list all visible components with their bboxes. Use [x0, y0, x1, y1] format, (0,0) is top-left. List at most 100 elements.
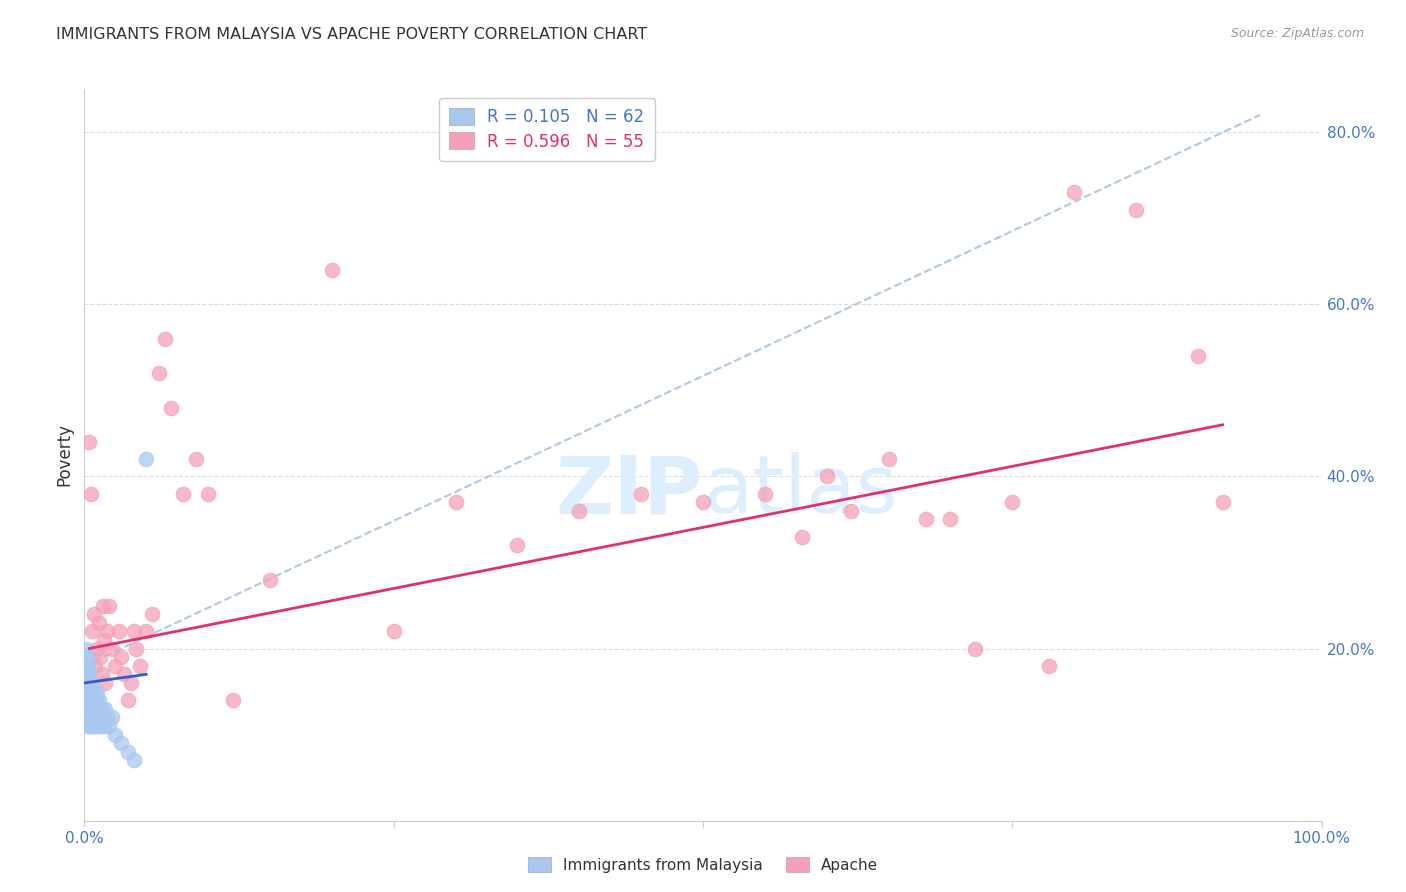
Point — [630, 486, 652, 500]
Point — [1212, 495, 1234, 509]
Point — [82, 684, 104, 698]
Point — [914, 512, 936, 526]
Point — [80, 624, 103, 639]
Point — [75, 641, 97, 656]
Point — [96, 624, 118, 639]
Point — [135, 624, 157, 639]
Point — [89, 650, 111, 665]
Point — [100, 641, 122, 656]
Point — [321, 263, 343, 277]
Point — [80, 684, 103, 698]
Point — [120, 676, 142, 690]
Point — [141, 607, 163, 621]
Text: Source: ZipAtlas.com: Source: ZipAtlas.com — [1230, 27, 1364, 40]
Point — [1063, 186, 1085, 200]
Point — [76, 693, 98, 707]
Point — [790, 530, 813, 544]
Point — [91, 710, 114, 724]
Legend: Immigrants from Malaysia, Apache: Immigrants from Malaysia, Apache — [522, 851, 884, 879]
Point — [79, 702, 101, 716]
Point — [87, 702, 110, 716]
Point — [86, 710, 108, 724]
Point — [76, 650, 98, 665]
Point — [110, 650, 132, 665]
Point — [444, 495, 467, 509]
Point — [122, 753, 145, 767]
Point — [89, 615, 111, 630]
Point — [76, 667, 98, 681]
Point — [75, 650, 97, 665]
Point — [89, 693, 111, 707]
Point — [79, 719, 101, 733]
Point — [98, 599, 121, 613]
Point — [108, 624, 131, 639]
Point — [77, 719, 100, 733]
Point — [93, 719, 115, 733]
Point — [104, 658, 127, 673]
Point — [692, 495, 714, 509]
Point — [754, 486, 776, 500]
Point — [104, 728, 127, 742]
Point — [112, 667, 135, 681]
Point — [91, 599, 114, 613]
Point — [79, 676, 101, 690]
Point — [76, 684, 98, 698]
Point — [82, 702, 104, 716]
Point — [79, 693, 101, 707]
Point — [77, 676, 100, 690]
Point — [129, 658, 152, 673]
Point — [197, 486, 219, 500]
Point — [86, 693, 108, 707]
Point — [80, 710, 103, 724]
Point — [79, 435, 101, 450]
Point — [83, 702, 105, 716]
Point — [90, 702, 112, 716]
Point — [84, 702, 107, 716]
Text: IMMIGRANTS FROM MALAYSIA VS APACHE POVERTY CORRELATION CHART: IMMIGRANTS FROM MALAYSIA VS APACHE POVER… — [56, 27, 648, 42]
Text: atlas: atlas — [703, 452, 897, 531]
Point — [77, 693, 100, 707]
Point — [79, 667, 101, 681]
Point — [86, 684, 108, 698]
Point — [75, 684, 97, 698]
Point — [80, 676, 103, 690]
Point — [76, 710, 98, 724]
Point — [75, 667, 97, 681]
Point — [877, 452, 900, 467]
Point — [117, 693, 139, 707]
Point — [939, 512, 962, 526]
Point — [79, 684, 101, 698]
Point — [1125, 202, 1147, 217]
Point — [90, 667, 112, 681]
Text: ZIP: ZIP — [555, 452, 703, 531]
Point — [79, 684, 101, 698]
Point — [79, 486, 101, 500]
Point — [77, 702, 100, 716]
Point — [125, 641, 148, 656]
Point — [1038, 658, 1060, 673]
Point — [94, 702, 117, 716]
Point — [83, 693, 105, 707]
Point — [506, 538, 529, 552]
Point — [82, 719, 104, 733]
Point — [382, 624, 405, 639]
Point — [98, 719, 121, 733]
Point — [94, 676, 117, 690]
Point — [100, 710, 122, 724]
Point — [117, 745, 139, 759]
Point — [84, 658, 107, 673]
Point — [1001, 495, 1024, 509]
Point — [80, 702, 103, 716]
Point — [79, 676, 101, 690]
Point — [77, 684, 100, 698]
Point — [172, 486, 194, 500]
Point — [1187, 349, 1209, 363]
Point — [89, 710, 111, 724]
Point — [135, 452, 157, 467]
Point — [82, 693, 104, 707]
Point — [77, 658, 100, 673]
Point — [965, 641, 987, 656]
Point — [86, 641, 108, 656]
Point — [87, 719, 110, 733]
Point — [79, 693, 101, 707]
